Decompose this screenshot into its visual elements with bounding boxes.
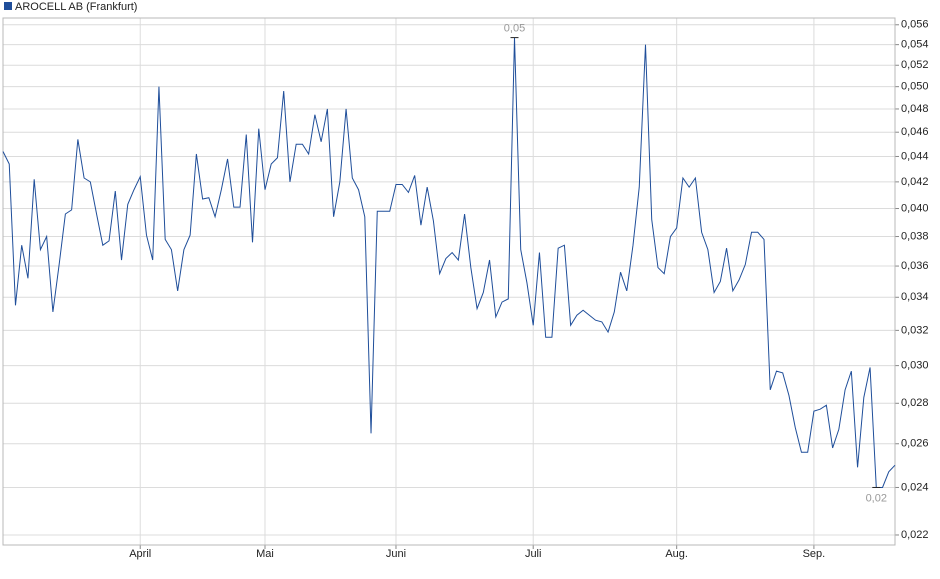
x-tick-label: Aug. bbox=[665, 548, 688, 560]
annotation-label: 0,05 bbox=[504, 23, 525, 35]
y-tick-label: 0,026 bbox=[901, 438, 929, 450]
annotation-label: 0,02 bbox=[866, 492, 887, 504]
plot-border bbox=[2, 17, 896, 546]
y-tick-label: 0,040 bbox=[901, 202, 929, 214]
y-tick-label: 0,024 bbox=[901, 481, 929, 493]
x-tick-label: April bbox=[129, 548, 151, 560]
x-tick-label: Sep. bbox=[803, 548, 826, 560]
plot-area bbox=[2, 17, 896, 546]
y-tick-label: 0,046 bbox=[901, 126, 929, 138]
y-tick-label: 0,022 bbox=[901, 529, 929, 541]
price-line bbox=[2, 37, 896, 488]
y-tick-label: 0,044 bbox=[901, 150, 929, 162]
y-tick-label: 0,048 bbox=[901, 103, 929, 115]
legend-swatch bbox=[4, 2, 12, 10]
x-tick-label: Juni bbox=[386, 548, 406, 560]
y-tick-label: 0,054 bbox=[901, 39, 929, 51]
legend-label: AROCELL AB (Frankfurt) bbox=[15, 1, 137, 13]
y-tick-label: 0,056 bbox=[901, 19, 929, 31]
y-tick-label: 0,052 bbox=[901, 59, 929, 71]
x-tick-label: Juli bbox=[525, 548, 542, 560]
y-tick-label: 0,028 bbox=[901, 397, 929, 409]
y-tick-label: 0,030 bbox=[901, 360, 929, 372]
y-tick-label: 0,032 bbox=[901, 324, 929, 336]
y-tick-label: 0,038 bbox=[901, 230, 929, 242]
y-tick-label: 0,036 bbox=[901, 260, 929, 272]
y-tick-label: 0,050 bbox=[901, 81, 929, 93]
x-tick-label: Mai bbox=[256, 548, 274, 560]
y-tick-label: 0,042 bbox=[901, 176, 929, 188]
y-tick-label: 0,034 bbox=[901, 291, 929, 303]
